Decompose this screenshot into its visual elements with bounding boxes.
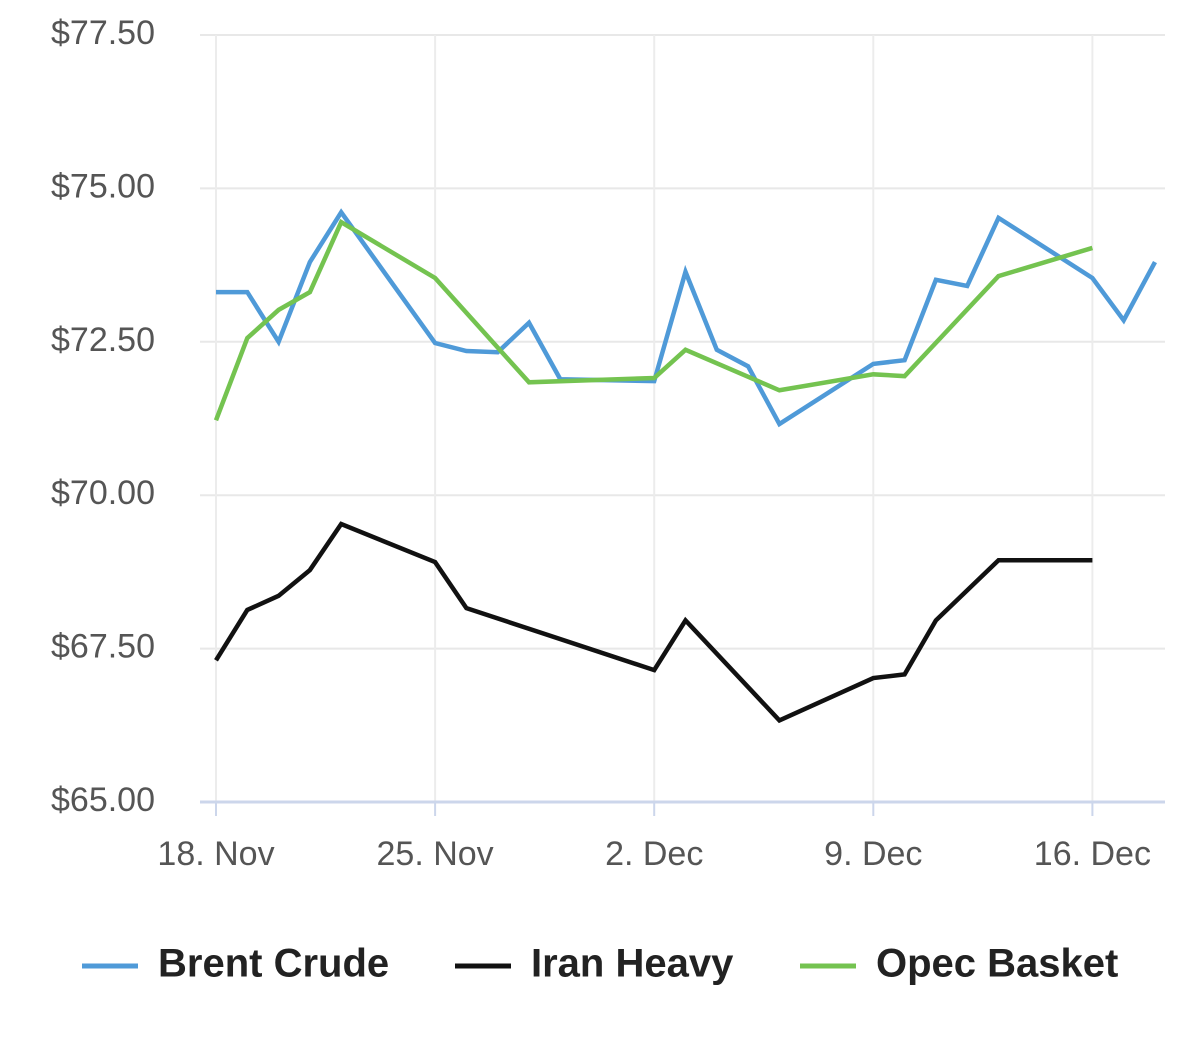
- y-tick-label: $77.50: [51, 14, 155, 52]
- y-tick-label: $67.50: [51, 628, 155, 666]
- x-tick-label: 16. Dec: [1034, 835, 1151, 873]
- series-line: [214, 521, 1093, 724]
- x-tick-label: 9. Dec: [824, 835, 922, 873]
- legend-label: Opec Basket: [876, 942, 1118, 986]
- x-tick-label: 18. Nov: [157, 835, 274, 873]
- x-tick-label: 2. Dec: [605, 835, 703, 873]
- series-line: [213, 218, 1094, 422]
- x-tick-label: 25. Nov: [377, 835, 494, 873]
- series-line: [216, 208, 1157, 428]
- y-tick-label: $70.00: [51, 474, 155, 512]
- y-tick-label: $72.50: [51, 321, 155, 359]
- y-tick-label: $75.00: [51, 167, 155, 205]
- legend-label: Iran Heavy: [531, 942, 734, 986]
- legend-label: Brent Crude: [158, 942, 389, 986]
- y-tick-label: $65.00: [51, 781, 155, 819]
